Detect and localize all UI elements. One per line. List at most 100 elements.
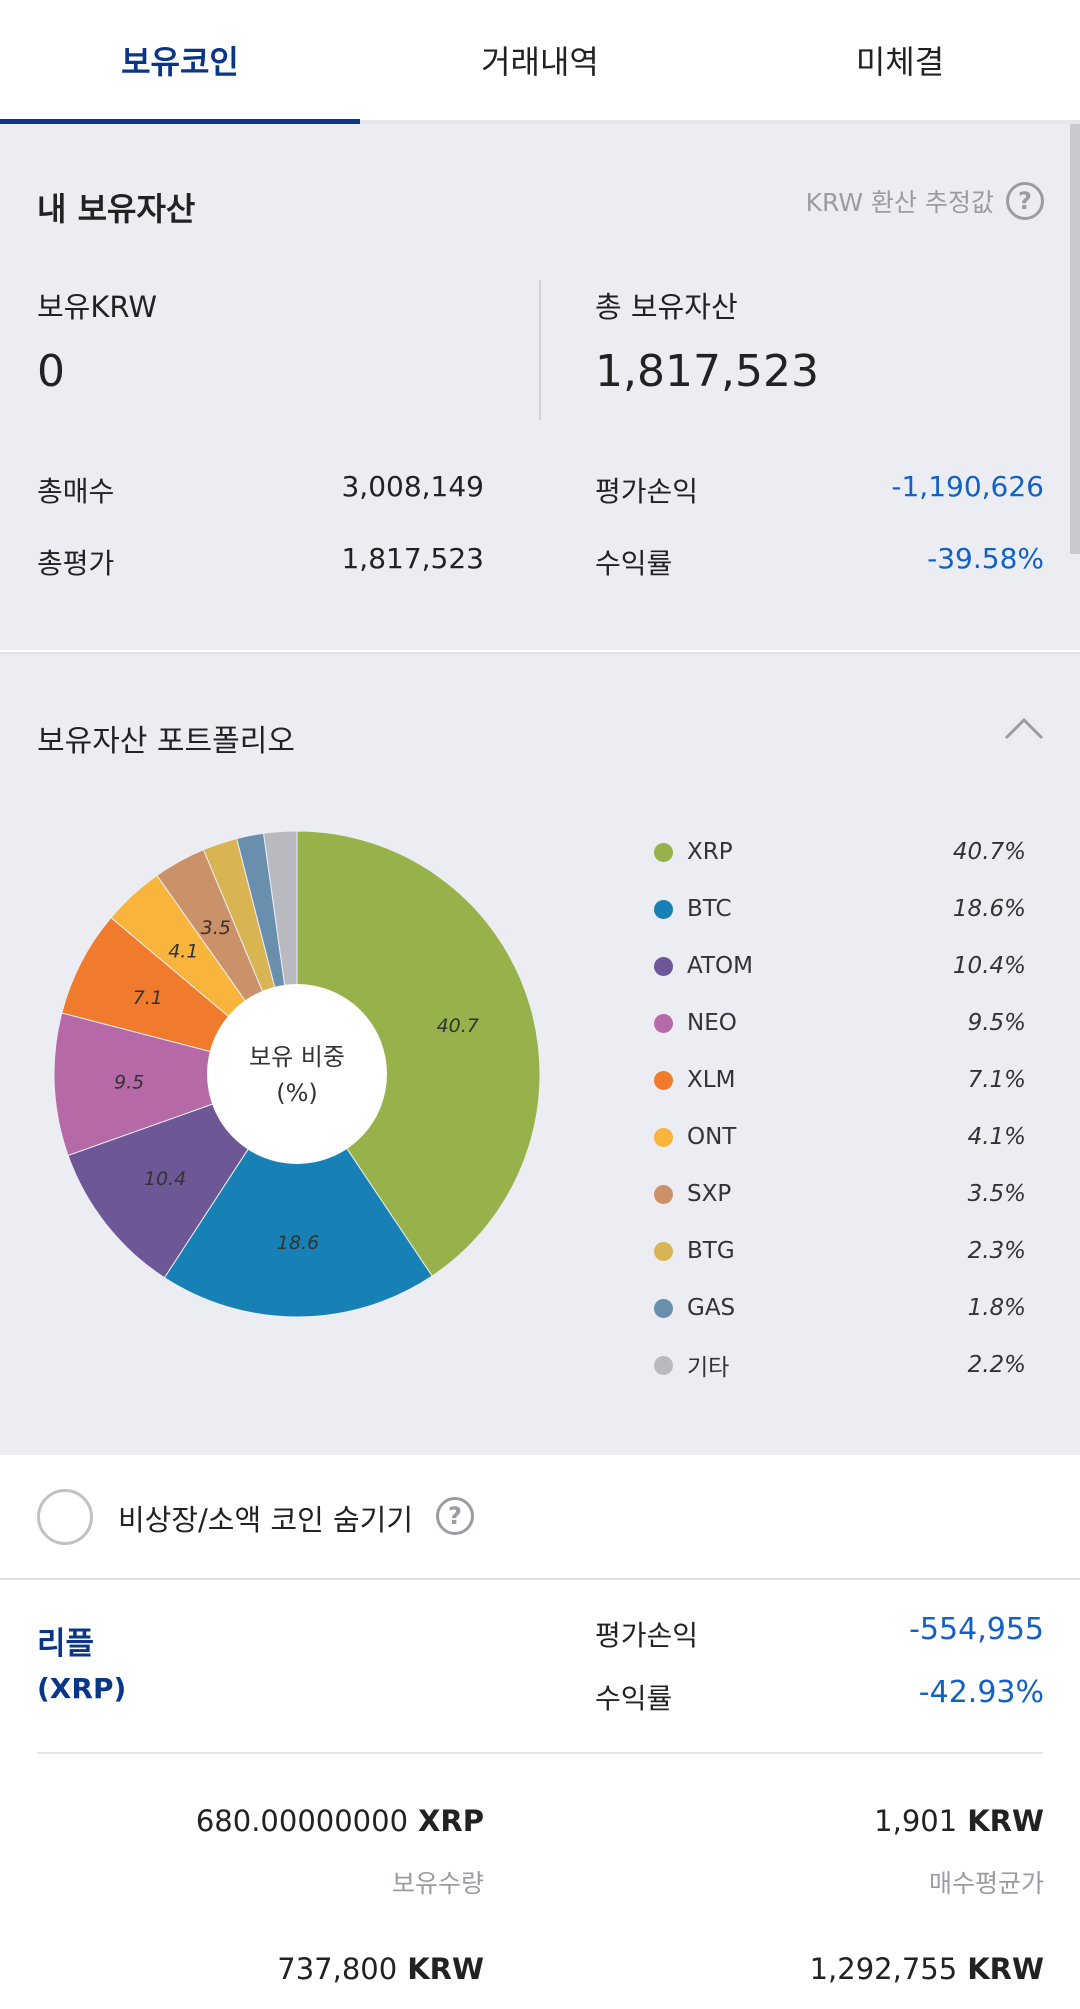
hide-small-coins-checkbox[interactable] [37, 1489, 93, 1545]
legend-label: SXP [687, 1181, 732, 1207]
scrollbar[interactable] [1070, 124, 1080, 554]
legend-percent: 1.8% [967, 1295, 1026, 1321]
legend-item-sxp: SXP 3.5% [654, 1174, 1026, 1214]
coin-name: 리플 [37, 1626, 95, 1662]
coin-symbol: (XRP) [37, 1672, 127, 1705]
holding-qty-value: 680.00000000 [195, 1804, 409, 1838]
slice-label-sxp: 3.5 [201, 917, 231, 939]
legend-dot [654, 899, 673, 919]
coin-pnl-label: 평가손익 [595, 1619, 699, 1652]
help-icon[interactable]: ? [1006, 182, 1044, 220]
total-buy-value: 3,008,149 [341, 470, 484, 503]
tab-history[interactable]: 거래내역 [481, 43, 599, 81]
slice-label-atom: 10.4 [144, 1168, 186, 1190]
total-eval-label: 총평가 [37, 547, 115, 580]
portfolio-donut-chart: 보유 비중 (%) 40.7 18.6 10.4 9.5 7.1 4.13.5 [54, 831, 540, 1317]
holding-qty: 680.00000000 XRP [196, 1804, 484, 1838]
pnl-label: 평가손익 [595, 475, 699, 508]
pie-slice-btc [163, 1073, 433, 1317]
krw-estimate-info[interactable]: KRW 환산 추정값 ? [806, 182, 1044, 220]
slice-label-ont: 4.1 [168, 940, 198, 962]
avg-buy-price-unit: KRW [967, 1804, 1044, 1838]
return-rate-value: -39.58% [927, 542, 1044, 575]
legend-dot [654, 1127, 673, 1147]
legend-percent: 3.5% [967, 1181, 1026, 1207]
estimate-label: KRW 환산 추정값 [805, 188, 994, 217]
legend-percent: 10.4% [952, 953, 1026, 979]
portfolio-section: 보유자산 포트폴리오 보유 비중 (%) 40.7 18.6 10.4 9.5 7.1 4… [0, 652, 1080, 1455]
slice-label-xlm: 7.1 [133, 987, 163, 1009]
coin-rate-value: -42.93% [918, 1675, 1044, 1710]
legend-label: ONT [687, 1124, 737, 1150]
holding-qty-label: 보유수량 [391, 1869, 484, 1898]
legend-dot [654, 956, 673, 976]
total-assets-label: 총 보유자산 [595, 290, 738, 324]
krw-value: 0 [37, 346, 65, 397]
slice-label-btc: 18.6 [277, 1232, 319, 1254]
legend-item-etc: 기타 2.2% [654, 1345, 1026, 1385]
tab-pending[interactable]: 미체결 [855, 43, 945, 81]
krw-label: 보유KRW [37, 290, 158, 324]
legend-label: XLM [687, 1067, 736, 1093]
tab-bar: 보유코인 거래내역 미체결 [0, 0, 1080, 124]
avg-buy-price: 1,901 KRW [874, 1804, 1044, 1838]
pie-slice-neo [54, 1012, 299, 1157]
legend-percent: 7.1% [967, 1067, 1026, 1093]
tab-holdings[interactable]: 보유코인 [0, 0, 360, 124]
legend-percent: 18.6% [952, 896, 1026, 922]
legend-dot [654, 1298, 673, 1318]
divider [37, 1752, 1043, 1754]
total-eval-value: 1,817,523 [341, 542, 484, 575]
chevron-up-icon[interactable] [1004, 716, 1044, 740]
coin-card-xrp[interactable]: 리플 (XRP) 평가손익 -554,955 수익률 -42.93% 680.0… [0, 1582, 1080, 2009]
help-icon[interactable]: ? [436, 1497, 474, 1535]
legend-item-atom: ATOM 10.4% [654, 946, 1026, 986]
legend-dot [654, 1070, 673, 1090]
legend-dot [654, 1355, 673, 1375]
legend-dot [654, 1013, 673, 1033]
hide-small-coins-option[interactable]: 비상장/소액 코인 숨기기 ? [0, 1455, 1080, 1580]
buy-amount-unit: KRW [967, 1952, 1044, 1986]
legend-dot [654, 842, 673, 862]
hide-small-coins-label: 비상장/소액 코인 숨기기 [118, 1503, 414, 1537]
pnl-value: -1,190,626 [891, 470, 1044, 503]
legend-item-xlm: XLM 7.1% [654, 1060, 1026, 1100]
buy-amount-value: 1,292,755 [809, 1952, 958, 1986]
chart-center-unit: (%) [276, 1079, 318, 1107]
eval-amount-unit: KRW [407, 1952, 484, 1986]
legend-dot [654, 1184, 673, 1204]
avg-buy-price-value: 1,901 [874, 1804, 958, 1838]
summary-title: 내 보유자산 [37, 190, 196, 228]
asset-summary: 내 보유자산 KRW 환산 추정값 ? 보유KRW 0 총 보유자산 1,817… [0, 124, 1080, 650]
legend-item-ont: ONT 4.1% [654, 1117, 1026, 1157]
legend-dot [654, 1241, 673, 1261]
legend-percent: 4.1% [967, 1124, 1026, 1150]
portfolio-title: 보유자산 포트폴리오 [37, 724, 295, 759]
coin-pnl-value: -554,955 [909, 1612, 1044, 1647]
legend-label: BTG [687, 1238, 735, 1264]
buy-amount: 1,292,755 KRW [810, 1952, 1044, 1986]
eval-amount-value: 737,800 [277, 1952, 398, 1986]
total-assets-value: 1,817,523 [595, 346, 819, 397]
avg-buy-price-label: 매수평균가 [928, 1869, 1044, 1898]
slice-label-xrp: 40.7 [437, 1015, 479, 1037]
legend-item-btg: BTG 2.3% [654, 1231, 1026, 1271]
holding-qty-unit: XRP [418, 1804, 484, 1838]
eval-amount: 737,800 KRW [277, 1952, 484, 1986]
legend-label: ATOM [687, 953, 753, 979]
legend-percent: 2.2% [967, 1352, 1026, 1378]
return-rate-label: 수익률 [595, 547, 673, 580]
legend-item-gas: GAS 1.8% [654, 1288, 1026, 1328]
legend-label: 기타 [687, 1355, 730, 1381]
legend-label: NEO [687, 1010, 737, 1036]
legend-item-neo: NEO 9.5% [654, 1003, 1026, 1043]
total-buy-label: 총매수 [37, 475, 115, 508]
legend-label: BTC [687, 896, 732, 922]
legend-item-btc: BTC 18.6% [654, 889, 1026, 929]
legend-percent: 40.7% [952, 839, 1026, 865]
legend-label: XRP [687, 839, 733, 865]
slice-label-neo: 9.5 [114, 1071, 144, 1093]
coin-rate-label: 수익률 [595, 1682, 673, 1715]
donut-hole [207, 984, 387, 1164]
legend-percent: 2.3% [967, 1238, 1026, 1264]
